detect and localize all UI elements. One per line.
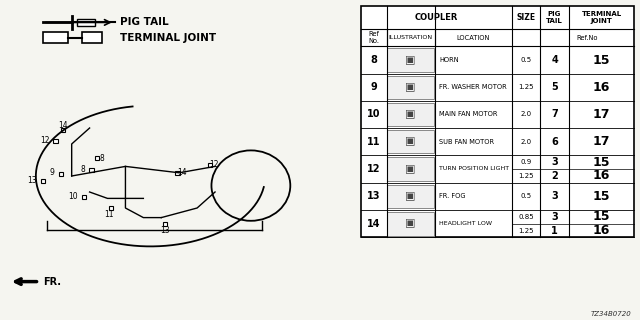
Text: 15: 15 [593, 53, 611, 67]
Bar [109, 206, 113, 210]
Text: HORN: HORN [439, 57, 459, 63]
FancyBboxPatch shape [387, 103, 434, 126]
Text: 0.5: 0.5 [520, 193, 532, 199]
Text: 0.5: 0.5 [520, 57, 532, 63]
Text: TERMINAL JOINT: TERMINAL JOINT [120, 33, 216, 43]
Bar [163, 222, 167, 226]
Text: SUB FAN MOTOR: SUB FAN MOTOR [439, 139, 494, 145]
Text: 13: 13 [367, 191, 380, 201]
Text: ▣: ▣ [406, 164, 416, 174]
Text: PIG TAIL: PIG TAIL [120, 17, 169, 28]
Text: 9: 9 [371, 82, 377, 92]
Text: 9: 9 [49, 168, 54, 177]
FancyBboxPatch shape [387, 48, 434, 72]
Bar [207, 163, 212, 167]
FancyBboxPatch shape [77, 19, 95, 26]
Text: 3: 3 [551, 191, 558, 201]
Text: 13: 13 [28, 176, 37, 185]
Text: ▣: ▣ [406, 137, 416, 147]
FancyBboxPatch shape [387, 76, 434, 99]
Text: TERMINAL
JOINT: TERMINAL JOINT [582, 11, 621, 24]
Bar [53, 139, 58, 143]
Text: 0.85: 0.85 [518, 214, 534, 220]
Text: 1.25: 1.25 [518, 173, 534, 179]
Text: 3: 3 [551, 157, 558, 167]
Text: FR.: FR. [43, 276, 61, 287]
Text: FR. WASHER MOTOR: FR. WASHER MOTOR [439, 84, 507, 90]
Text: 3: 3 [551, 212, 558, 222]
Text: 14: 14 [58, 121, 68, 130]
Text: HEADLIGHT LOW: HEADLIGHT LOW [439, 221, 492, 226]
Text: SIZE: SIZE [516, 13, 536, 22]
Text: 15: 15 [593, 210, 611, 223]
Text: 1: 1 [551, 226, 558, 236]
Text: 12: 12 [209, 160, 219, 169]
Text: 17: 17 [593, 135, 611, 148]
Text: TZ34B0720: TZ34B0720 [591, 311, 632, 317]
Text: 16: 16 [593, 81, 610, 94]
Text: 14: 14 [177, 168, 186, 177]
Bar [41, 179, 45, 183]
Text: Ref
No.: Ref No. [368, 31, 380, 44]
Text: 17: 17 [593, 108, 611, 121]
Text: 11: 11 [367, 137, 380, 147]
Bar [61, 128, 65, 132]
FancyBboxPatch shape [43, 32, 68, 43]
Text: TURN POSITION LIGHT: TURN POSITION LIGHT [439, 166, 509, 172]
Text: 14: 14 [367, 219, 380, 229]
Text: 11: 11 [104, 210, 114, 219]
Text: 10: 10 [68, 192, 78, 201]
Text: 7: 7 [551, 109, 558, 119]
Text: 5: 5 [551, 82, 558, 92]
Bar [89, 168, 93, 172]
Text: 1.25: 1.25 [518, 228, 534, 234]
Text: ▣: ▣ [406, 109, 416, 119]
Text: Ref.No: Ref.No [577, 35, 598, 41]
Text: 1.25: 1.25 [518, 84, 534, 90]
Text: 2.0: 2.0 [520, 111, 532, 117]
Text: 2.0: 2.0 [520, 139, 532, 145]
Text: 8: 8 [80, 165, 85, 174]
Text: 13: 13 [160, 226, 170, 235]
Text: 12: 12 [367, 164, 380, 174]
Text: ▣: ▣ [406, 191, 416, 201]
Text: PIG
TAIL: PIG TAIL [546, 11, 563, 24]
Text: 4: 4 [551, 55, 558, 65]
Text: 16: 16 [593, 169, 610, 182]
Text: 8: 8 [100, 154, 104, 163]
Bar [95, 156, 99, 160]
Text: ILLUSTRATION: ILLUSTRATION [388, 35, 433, 40]
Text: 10: 10 [367, 109, 380, 119]
Text: 16: 16 [593, 224, 610, 237]
FancyBboxPatch shape [83, 32, 102, 43]
FancyBboxPatch shape [387, 185, 434, 208]
Text: ▣: ▣ [406, 55, 416, 65]
Text: COUPLER: COUPLER [415, 13, 458, 22]
Text: 8: 8 [371, 55, 377, 65]
Text: 15: 15 [593, 190, 611, 203]
Text: 0.9: 0.9 [520, 159, 532, 165]
FancyBboxPatch shape [387, 130, 434, 153]
Bar [82, 195, 86, 199]
FancyBboxPatch shape [387, 212, 434, 236]
Text: 2: 2 [551, 171, 558, 181]
Text: 12: 12 [40, 136, 49, 145]
FancyBboxPatch shape [387, 157, 434, 181]
Text: LOCATION: LOCATION [457, 35, 490, 41]
Bar [59, 172, 63, 176]
Bar [361, 6, 634, 237]
Text: 15: 15 [593, 156, 611, 169]
Text: 6: 6 [551, 137, 558, 147]
Text: ▣: ▣ [406, 82, 416, 92]
Bar [175, 171, 180, 175]
Text: ▣: ▣ [406, 219, 416, 229]
Text: MAIN FAN MOTOR: MAIN FAN MOTOR [439, 111, 498, 117]
Text: FR. FOG: FR. FOG [439, 193, 466, 199]
